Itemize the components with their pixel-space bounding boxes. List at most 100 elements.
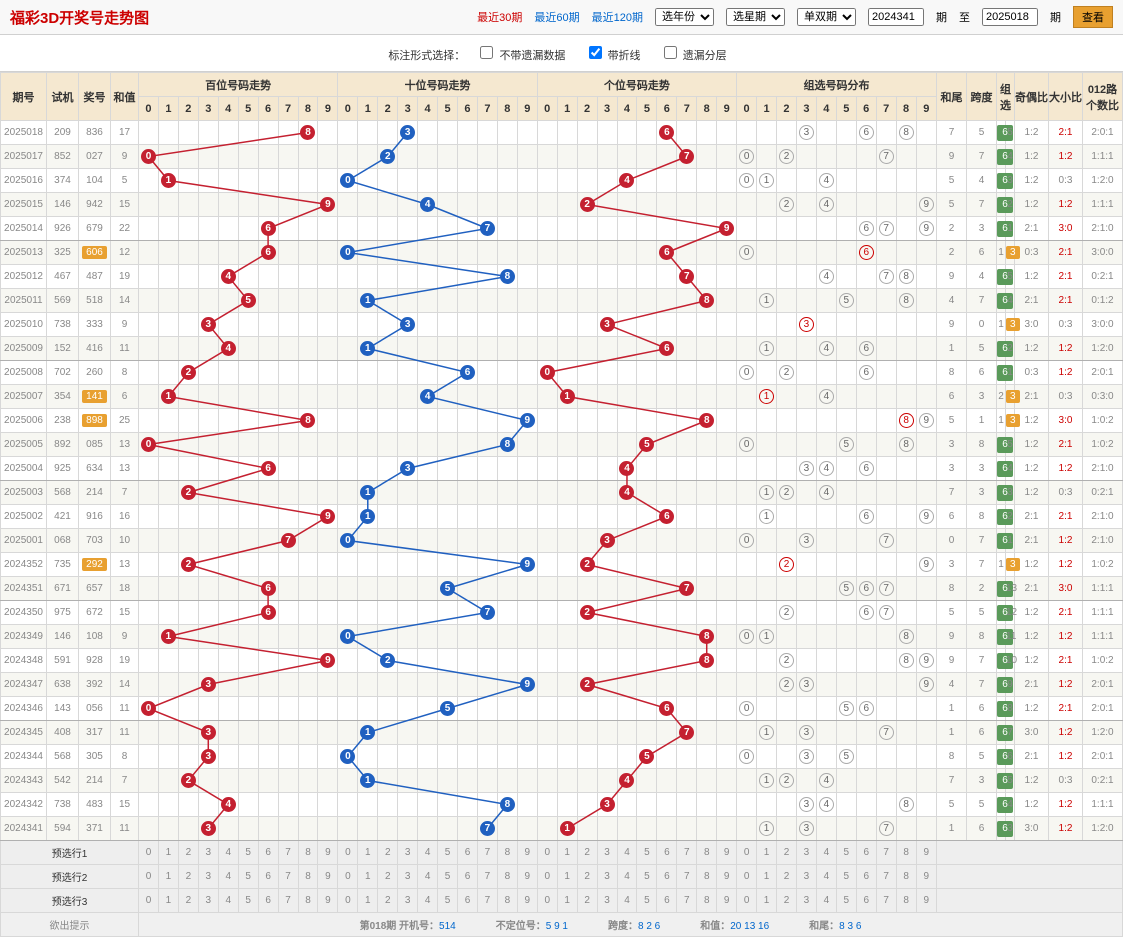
preselect-digit[interactable]: 8 (298, 865, 318, 889)
preselect-digit[interactable]: 7 (677, 889, 697, 913)
preselect-digit[interactable]: 4 (218, 889, 238, 913)
preselect-digit[interactable]: 4 (816, 889, 836, 913)
preselect-digit[interactable]: 4 (218, 841, 238, 865)
preselect-digit[interactable]: 0 (139, 865, 159, 889)
preselect-digit[interactable]: 7 (876, 841, 896, 865)
preselect-digit[interactable]: 6 (258, 889, 278, 913)
select-week[interactable]: 选星期 (726, 8, 785, 26)
preselect-digit[interactable]: 8 (697, 889, 717, 913)
preselect-digit[interactable]: 9 (916, 889, 936, 913)
filter-opt-1[interactable]: 带折线 (585, 50, 641, 62)
preselect-digit[interactable]: 0 (338, 841, 358, 865)
preselect-digit[interactable]: 6 (856, 889, 876, 913)
preselect-digit[interactable]: 9 (717, 865, 737, 889)
preselect-digit[interactable]: 0 (737, 865, 757, 889)
preselect-digit[interactable]: 7 (477, 865, 497, 889)
preselect-digit[interactable]: 7 (477, 889, 497, 913)
preselect-digit[interactable]: 4 (617, 865, 637, 889)
preselect-digit[interactable]: 3 (597, 889, 617, 913)
preselect-digit[interactable]: 0 (338, 889, 358, 913)
preselect-digit[interactable]: 6 (856, 841, 876, 865)
preselect-digit[interactable]: 5 (836, 889, 856, 913)
preselect-digit[interactable]: 1 (358, 865, 378, 889)
range-from-input[interactable] (868, 8, 924, 26)
preselect-digit[interactable]: 3 (198, 889, 218, 913)
preselect-digit[interactable]: 6 (657, 841, 677, 865)
preselect-digit[interactable]: 5 (238, 889, 258, 913)
preselect-digit[interactable]: 3 (198, 865, 218, 889)
preselect-digit[interactable]: 9 (318, 841, 338, 865)
preselect-digit[interactable]: 8 (497, 865, 517, 889)
preselect-digit[interactable]: 5 (238, 865, 258, 889)
preselect-digit[interactable]: 6 (458, 865, 478, 889)
preselect-digit[interactable]: 1 (358, 841, 378, 865)
preselect-digit[interactable]: 5 (438, 889, 458, 913)
preselect-digit[interactable]: 5 (438, 841, 458, 865)
preselect-digit[interactable]: 1 (158, 865, 178, 889)
preselect-digit[interactable]: 0 (338, 865, 358, 889)
preselect-digit[interactable]: 3 (796, 889, 816, 913)
preselect-digit[interactable]: 1 (358, 889, 378, 913)
preselect-digit[interactable]: 7 (278, 889, 298, 913)
preselect-digit[interactable]: 8 (298, 841, 318, 865)
preselect-digit[interactable]: 6 (458, 889, 478, 913)
preselect-digit[interactable]: 5 (836, 865, 856, 889)
range-to-input[interactable] (982, 8, 1038, 26)
preselect-digit[interactable]: 8 (497, 841, 517, 865)
preselect-digit[interactable]: 3 (796, 841, 816, 865)
preselect-digit[interactable]: 6 (258, 865, 278, 889)
preselect-digit[interactable]: 9 (517, 841, 537, 865)
preselect-digit[interactable]: 2 (378, 889, 398, 913)
preselect-digit[interactable]: 4 (218, 865, 238, 889)
preselect-digit[interactable]: 9 (318, 889, 338, 913)
preselect-digit[interactable]: 7 (876, 865, 896, 889)
period-link-60[interactable]: 最近60期 (534, 9, 579, 25)
preselect-digit[interactable]: 4 (617, 841, 637, 865)
preselect-digit[interactable]: 2 (577, 889, 597, 913)
preselect-digit[interactable]: 3 (597, 841, 617, 865)
preselect-digit[interactable]: 9 (717, 841, 737, 865)
preselect-digit[interactable]: 9 (318, 865, 338, 889)
preselect-digit[interactable]: 7 (677, 841, 697, 865)
preselect-digit[interactable]: 5 (637, 889, 657, 913)
preselect-digit[interactable]: 7 (278, 841, 298, 865)
preselect-digit[interactable]: 2 (777, 841, 797, 865)
preselect-digit[interactable]: 3 (398, 865, 418, 889)
preselect-digit[interactable]: 1 (557, 841, 577, 865)
preselect-digit[interactable]: 4 (816, 841, 836, 865)
preselect-digit[interactable]: 0 (537, 865, 557, 889)
preselect-digit[interactable]: 0 (139, 889, 159, 913)
preselect-digit[interactable]: 3 (398, 889, 418, 913)
preselect-digit[interactable]: 3 (398, 841, 418, 865)
preselect-digit[interactable]: 5 (637, 865, 657, 889)
preselect-digit[interactable]: 2 (777, 865, 797, 889)
preselect-digit[interactable]: 2 (378, 865, 398, 889)
preselect-digit[interactable]: 9 (517, 865, 537, 889)
preselect-digit[interactable]: 8 (697, 865, 717, 889)
preselect-digit[interactable]: 2 (777, 889, 797, 913)
period-link-120[interactable]: 最近120期 (592, 9, 643, 25)
preselect-digit[interactable]: 7 (278, 865, 298, 889)
preselect-digit[interactable]: 4 (617, 889, 637, 913)
preselect-digit[interactable]: 3 (198, 841, 218, 865)
preselect-digit[interactable]: 8 (298, 889, 318, 913)
preselect-digit[interactable]: 9 (717, 889, 737, 913)
preselect-digit[interactable]: 7 (677, 865, 697, 889)
filter-opt-0[interactable]: 不带遗漏数据 (476, 50, 565, 62)
preselect-digit[interactable]: 8 (896, 865, 916, 889)
preselect-digit[interactable]: 6 (856, 865, 876, 889)
preselect-digit[interactable]: 4 (418, 865, 438, 889)
select-year[interactable]: 选年份 (655, 8, 714, 26)
select-oddeven[interactable]: 单双期 (797, 8, 856, 26)
preselect-digit[interactable]: 7 (477, 841, 497, 865)
preselect-digit[interactable]: 8 (896, 889, 916, 913)
preselect-digit[interactable]: 0 (737, 889, 757, 913)
preselect-digit[interactable]: 2 (178, 889, 198, 913)
preselect-digit[interactable]: 8 (896, 841, 916, 865)
preselect-digit[interactable]: 1 (158, 841, 178, 865)
preselect-digit[interactable]: 2 (378, 841, 398, 865)
preselect-digit[interactable]: 0 (537, 889, 557, 913)
period-link-30[interactable]: 最近30期 (477, 9, 522, 25)
preselect-digit[interactable]: 1 (757, 865, 777, 889)
preselect-digit[interactable]: 0 (139, 841, 159, 865)
